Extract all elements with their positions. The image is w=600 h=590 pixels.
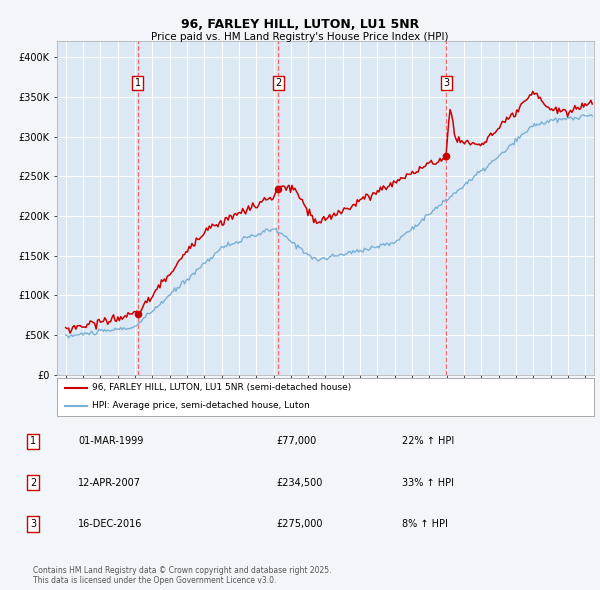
Text: 12-APR-2007: 12-APR-2007	[78, 478, 141, 487]
Text: £275,000: £275,000	[276, 519, 323, 529]
Text: 96, FARLEY HILL, LUTON, LU1 5NR (semi-detached house): 96, FARLEY HILL, LUTON, LU1 5NR (semi-de…	[92, 384, 351, 392]
Text: 01-MAR-1999: 01-MAR-1999	[78, 437, 143, 446]
Text: 8% ↑ HPI: 8% ↑ HPI	[402, 519, 448, 529]
Text: 96, FARLEY HILL, LUTON, LU1 5NR: 96, FARLEY HILL, LUTON, LU1 5NR	[181, 18, 419, 31]
Text: £234,500: £234,500	[276, 478, 322, 487]
Text: 2: 2	[30, 478, 36, 487]
Text: 22% ↑ HPI: 22% ↑ HPI	[402, 437, 454, 446]
Text: £77,000: £77,000	[276, 437, 316, 446]
Text: HPI: Average price, semi-detached house, Luton: HPI: Average price, semi-detached house,…	[92, 401, 310, 410]
Text: 33% ↑ HPI: 33% ↑ HPI	[402, 478, 454, 487]
Text: 3: 3	[30, 519, 36, 529]
Text: 2: 2	[275, 78, 281, 88]
Text: 3: 3	[443, 78, 449, 88]
Text: Price paid vs. HM Land Registry's House Price Index (HPI): Price paid vs. HM Land Registry's House …	[151, 32, 449, 41]
Text: Contains HM Land Registry data © Crown copyright and database right 2025.
This d: Contains HM Land Registry data © Crown c…	[33, 566, 331, 585]
Text: 16-DEC-2016: 16-DEC-2016	[78, 519, 142, 529]
Text: 1: 1	[30, 437, 36, 446]
Text: 1: 1	[135, 78, 141, 88]
